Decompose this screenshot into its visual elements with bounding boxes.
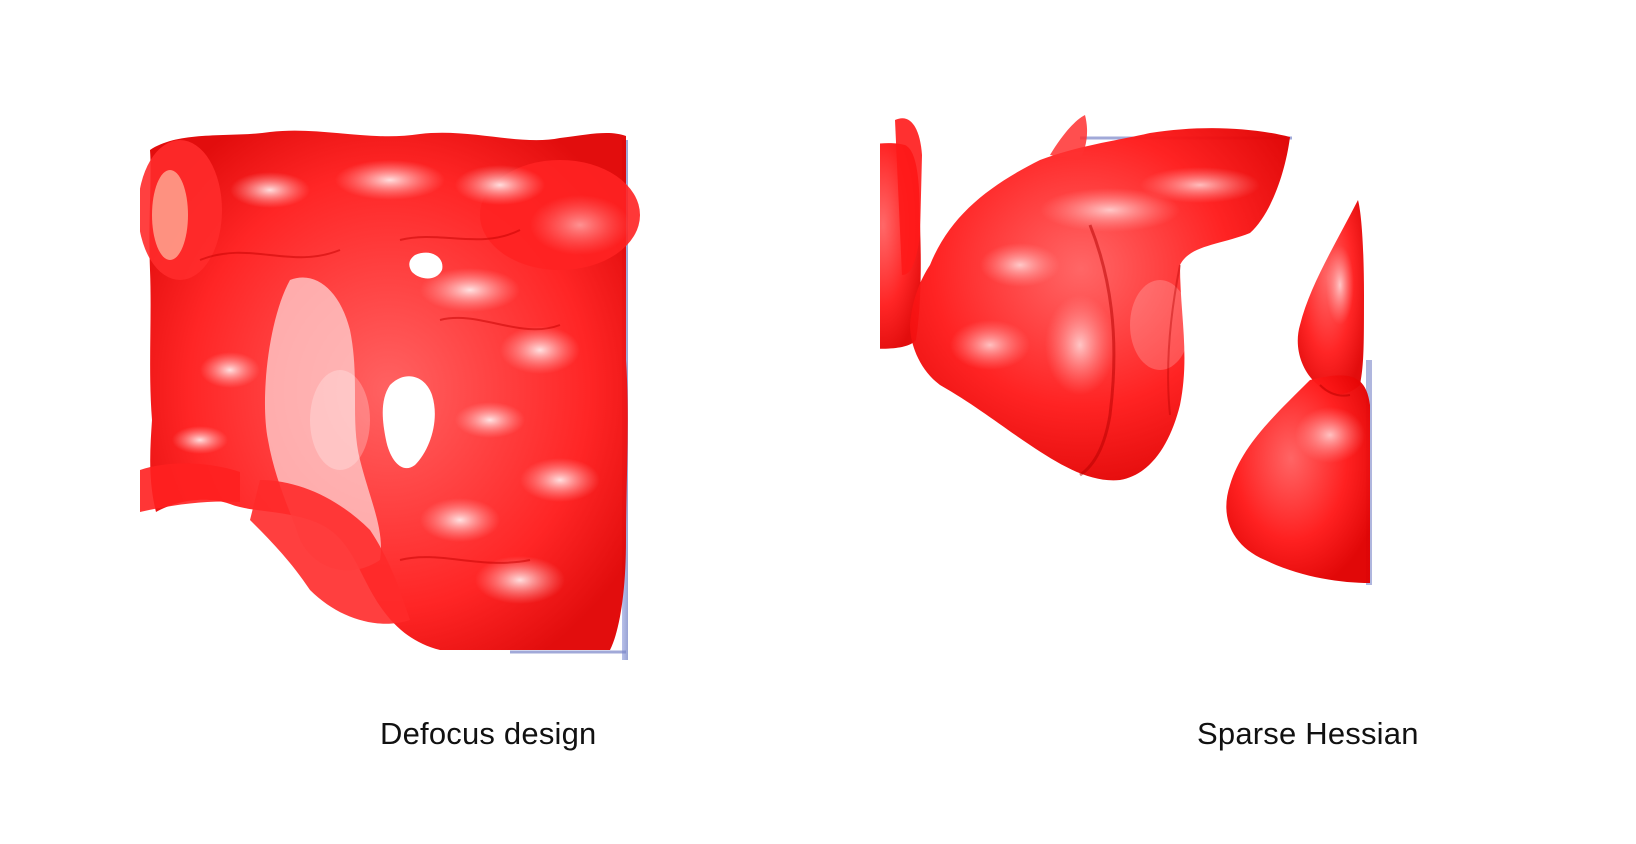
caption-defocus-design: Defocus design — [380, 716, 597, 751]
defocus-design-isosurface — [138, 130, 640, 660]
defocus-design-render — [138, 120, 660, 680]
sparse-hessian-isosurface — [852, 115, 1372, 585]
sparse-hessian-render — [852, 115, 1470, 635]
caption-sparse-hessian: Sparse Hessian — [1197, 716, 1419, 751]
